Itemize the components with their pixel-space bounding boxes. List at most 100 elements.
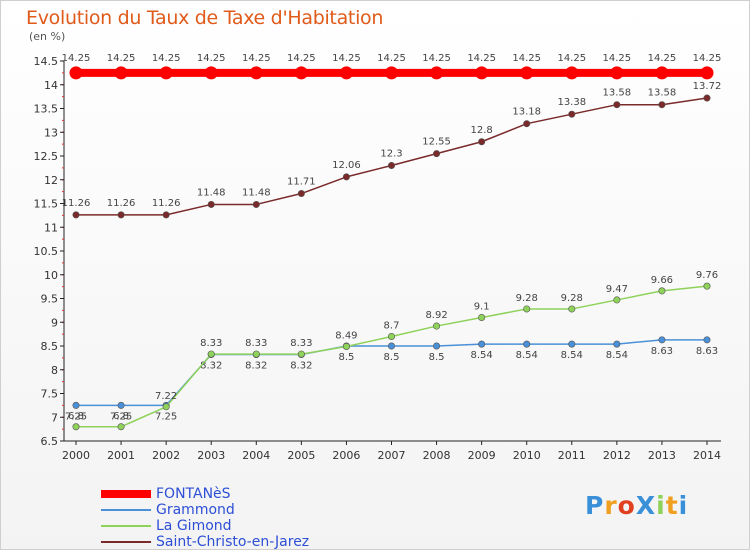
data-label: 13.72 xyxy=(693,81,722,92)
y-tick-label: 13.5 xyxy=(34,103,59,116)
data-label: 8.54 xyxy=(471,350,493,361)
data-label: 14.25 xyxy=(467,53,496,64)
data-label: 14.25 xyxy=(512,53,541,64)
data-point xyxy=(342,342,350,350)
y-tick-label: 11 xyxy=(44,221,58,234)
data-point xyxy=(658,336,666,344)
y-tick-label: 14.5 xyxy=(34,55,59,68)
data-point xyxy=(703,94,711,102)
data-point xyxy=(249,66,263,80)
logo-letter: o xyxy=(617,491,636,520)
logo-letter: i xyxy=(656,491,666,520)
data-label: 11.26 xyxy=(152,198,181,209)
data-label: 9.47 xyxy=(606,284,628,295)
data-label: 12.55 xyxy=(422,137,451,148)
data-point xyxy=(117,401,125,409)
y-tick-label: 10.5 xyxy=(34,245,59,258)
data-label: 14.25 xyxy=(107,53,136,64)
legend-item: FONTANèS xyxy=(101,486,231,502)
data-point xyxy=(72,401,80,409)
data-label: 13.38 xyxy=(557,97,586,108)
data-label: 7.25 xyxy=(65,411,87,422)
x-tick-label: 2011 xyxy=(558,449,586,462)
data-label: 13.58 xyxy=(648,88,677,99)
data-point xyxy=(387,162,395,170)
y-tick-label: 7 xyxy=(51,411,58,424)
logo-letter: r xyxy=(604,491,618,520)
x-tick-label: 2006 xyxy=(332,449,360,462)
logo-letter: X xyxy=(635,491,657,520)
y-tick-label: 6.5 xyxy=(41,435,59,448)
data-label: 11.48 xyxy=(242,187,271,198)
data-label: 14.25 xyxy=(693,53,722,64)
y-tick-label: 11.5 xyxy=(34,198,59,211)
data-point xyxy=(523,305,531,313)
data-point xyxy=(387,332,395,340)
data-label: 9.66 xyxy=(651,275,673,286)
data-label: 14.25 xyxy=(648,53,677,64)
x-tick-label: 2005 xyxy=(287,449,315,462)
data-label: 7.25 xyxy=(110,411,132,422)
data-point xyxy=(658,101,666,109)
data-point xyxy=(568,110,576,118)
data-point xyxy=(568,305,576,313)
data-point xyxy=(297,350,305,358)
x-tick-label: 2014 xyxy=(693,449,721,462)
data-label: 8.33 xyxy=(245,338,267,349)
data-point xyxy=(207,350,215,358)
data-point xyxy=(342,173,350,181)
legend-label: FONTANèS xyxy=(156,486,231,502)
data-label: 14.25 xyxy=(242,53,271,64)
data-point xyxy=(433,150,441,158)
y-tick-label: 8.5 xyxy=(41,340,59,353)
data-point xyxy=(69,66,83,80)
data-label: 14.25 xyxy=(603,53,632,64)
y-tick-label: 12 xyxy=(44,174,58,187)
data-label: 8.33 xyxy=(200,338,222,349)
data-point xyxy=(162,211,170,219)
data-label: 8.54 xyxy=(516,350,538,361)
data-point xyxy=(658,287,666,295)
data-label: 8.63 xyxy=(651,346,673,357)
data-label: 13.58 xyxy=(603,88,632,99)
data-point xyxy=(520,66,534,80)
data-label: 11.48 xyxy=(197,187,226,198)
data-point xyxy=(117,423,125,431)
data-point xyxy=(339,66,353,80)
legend-label: Grammond xyxy=(156,502,235,518)
data-point xyxy=(523,340,531,348)
logo-letter: P xyxy=(585,491,605,520)
data-point xyxy=(478,138,486,146)
data-point xyxy=(72,423,80,431)
data-point xyxy=(523,120,531,128)
x-tick-label: 2008 xyxy=(423,449,451,462)
data-label: 11.26 xyxy=(62,198,91,209)
legend-item: Saint-Christo-en-Jarez xyxy=(101,534,309,550)
data-point xyxy=(565,66,579,80)
legend-swatch xyxy=(101,525,151,527)
y-tick-label: 13 xyxy=(44,126,58,139)
data-point xyxy=(433,322,441,330)
logo-letter: i xyxy=(678,491,689,520)
logo-letter: t xyxy=(665,491,679,520)
y-tick-label: 7.5 xyxy=(41,388,59,401)
data-label: 8.32 xyxy=(245,361,267,372)
data-label: 12.8 xyxy=(471,125,493,136)
data-label: 9.28 xyxy=(516,293,538,304)
data-label: 9.28 xyxy=(561,293,583,304)
x-tick-label: 2010 xyxy=(513,449,541,462)
data-point xyxy=(297,190,305,198)
y-tick-label: 8 xyxy=(51,364,58,377)
x-tick-label: 2004 xyxy=(242,449,270,462)
unit-label: (en %) xyxy=(29,30,66,43)
legend-swatch xyxy=(101,490,151,498)
line-chart: 6.5 7 7.5 8 8.5 9 9.5 10 10.5 11 11.5 12 12.5 13 13.5 1… xyxy=(34,53,722,462)
data-label: 9.1 xyxy=(474,302,490,313)
x-tick-label: 2012 xyxy=(603,449,631,462)
data-point xyxy=(294,66,308,80)
data-label: 11.71 xyxy=(287,177,316,188)
data-label: 8.5 xyxy=(338,352,354,363)
x-tick-label: 2003 xyxy=(197,449,225,462)
y-tick-label: 14 xyxy=(44,79,58,92)
data-label: 14.25 xyxy=(557,53,586,64)
